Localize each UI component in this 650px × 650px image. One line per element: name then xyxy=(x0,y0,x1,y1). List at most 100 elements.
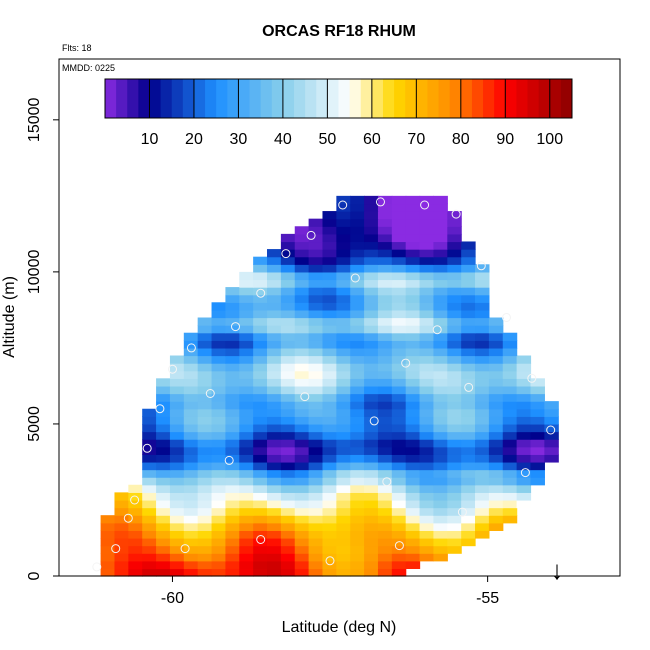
heatmap-cell xyxy=(391,226,407,235)
heatmap-cell xyxy=(114,537,129,547)
heatmap-cell xyxy=(294,264,310,273)
heatmap-cell xyxy=(461,393,476,402)
heatmap-cell xyxy=(336,264,351,273)
heatmap-cell xyxy=(447,385,462,395)
heatmap-cell xyxy=(405,484,421,493)
heatmap-cell xyxy=(308,492,324,501)
colorbar-swatch xyxy=(394,79,406,118)
heatmap-cell xyxy=(294,568,310,577)
heatmap-cell xyxy=(197,340,213,349)
heatmap-cell xyxy=(169,545,185,554)
heatmap-cell xyxy=(239,332,254,341)
x-axis-label: Latitude (deg N) xyxy=(282,619,397,636)
colorbar-swatch xyxy=(227,79,239,118)
heatmap-cell xyxy=(433,287,448,296)
heatmap-cell xyxy=(267,347,282,357)
heatmap-cell xyxy=(183,553,199,562)
heatmap-cell xyxy=(350,545,365,554)
sample-point xyxy=(325,556,335,566)
heatmap-cell xyxy=(308,378,324,387)
heatmap-cell xyxy=(294,340,310,349)
heatmap-cell xyxy=(447,454,462,463)
heatmap-cell xyxy=(488,408,504,417)
heatmap-cell xyxy=(405,195,421,205)
heatmap-cell xyxy=(475,439,490,448)
colorbar-swatch xyxy=(160,79,173,118)
heatmap-cell xyxy=(294,537,310,547)
heatmap-cell xyxy=(377,264,393,273)
heatmap-cell xyxy=(156,461,171,471)
heatmap-cell xyxy=(294,439,310,448)
heatmap-cell xyxy=(475,530,490,539)
heatmap-cell xyxy=(253,507,268,516)
heatmap-cell xyxy=(405,325,421,334)
heatmap-cell xyxy=(461,256,476,265)
heatmap-cell xyxy=(114,492,129,501)
heatmap-cell xyxy=(280,545,296,554)
heatmap-cell xyxy=(488,370,504,379)
heatmap-cell xyxy=(253,363,268,372)
heatmap-cell xyxy=(475,461,490,471)
heatmap-cell xyxy=(183,537,199,547)
heatmap-cell xyxy=(364,249,379,258)
heatmap-cell xyxy=(391,385,407,395)
heatmap-cell xyxy=(267,439,282,448)
plot-frame xyxy=(58,58,621,577)
heatmap-cell xyxy=(128,522,143,531)
heatmap-cell xyxy=(267,484,282,493)
heatmap-cell xyxy=(253,560,268,569)
heatmap-cell xyxy=(350,355,365,364)
heatmap-cells xyxy=(100,195,559,577)
heatmap-cell xyxy=(142,537,157,547)
heatmap-cell xyxy=(377,537,393,547)
heatmap-cell xyxy=(433,271,448,281)
heatmap-cell xyxy=(391,203,407,212)
heatmap-cell xyxy=(530,469,545,478)
heatmap-cell xyxy=(447,416,462,425)
heatmap-cell xyxy=(419,492,435,501)
sample-point xyxy=(476,261,486,271)
colorbar-swatch xyxy=(505,79,517,118)
heatmap-cell xyxy=(502,408,518,417)
heatmap-cell xyxy=(239,492,254,501)
heatmap-cell xyxy=(280,401,296,410)
heatmap-cell xyxy=(322,431,337,440)
heatmap-cell xyxy=(128,530,143,539)
heatmap-cell xyxy=(183,332,199,341)
heatmap-cell xyxy=(391,195,407,205)
heatmap-cell xyxy=(225,553,240,562)
heatmap-cell xyxy=(294,553,310,562)
heatmap-cell xyxy=(364,568,379,577)
heatmap-cell xyxy=(294,522,310,531)
heatmap-cell xyxy=(128,545,143,554)
heatmap-cell xyxy=(336,393,351,402)
heatmap-cell xyxy=(377,545,393,554)
heatmap-cell xyxy=(350,568,365,577)
y-axis-label: Altitude (m) xyxy=(1,276,18,358)
heatmap-cell xyxy=(350,279,365,288)
heatmap-cell xyxy=(419,347,435,357)
heatmap-cell xyxy=(308,537,324,547)
heatmap-cell xyxy=(142,423,157,433)
heatmap-cell xyxy=(280,340,296,349)
heatmap-cell xyxy=(350,492,365,501)
heatmap-cell xyxy=(516,423,532,433)
heatmap-cell xyxy=(267,294,282,303)
heatmap-cell xyxy=(308,416,324,425)
heatmap-cell xyxy=(280,355,296,364)
heatmap-cell xyxy=(253,515,268,524)
heatmap-cell xyxy=(280,309,296,319)
heatmap-cell xyxy=(391,507,407,516)
heatmap-cell xyxy=(211,370,227,379)
heatmap-cell xyxy=(516,484,532,493)
heatmap-cell xyxy=(211,553,227,562)
heatmap-cell xyxy=(391,408,407,417)
heatmap-cell xyxy=(405,302,421,311)
heatmap-cell xyxy=(322,279,337,288)
heatmap-cell xyxy=(142,416,157,425)
heatmap-cell xyxy=(280,522,296,531)
heatmap-cell xyxy=(475,469,490,478)
heatmap-cell xyxy=(475,370,490,379)
heatmap-cell xyxy=(197,553,213,562)
heatmap-cell xyxy=(197,355,213,364)
